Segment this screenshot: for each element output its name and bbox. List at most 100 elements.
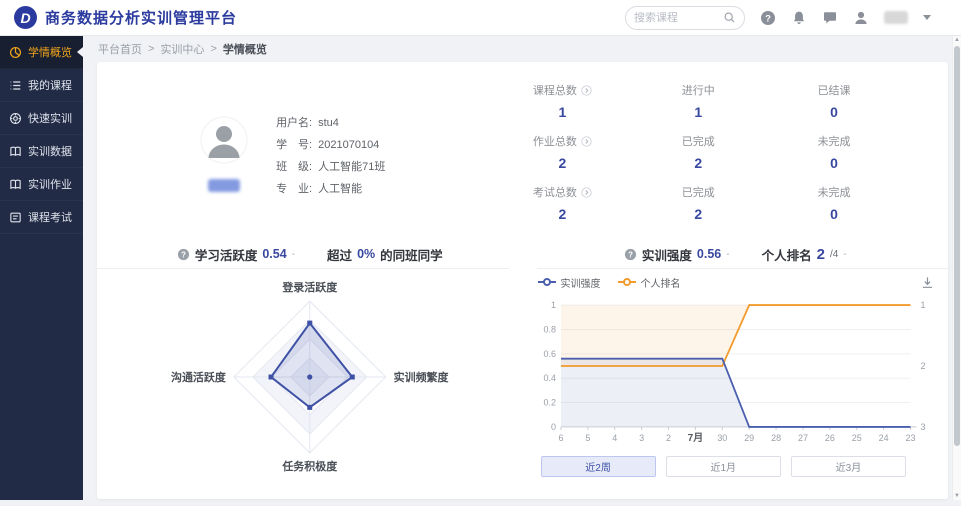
compare-value: 0% (357, 247, 375, 261)
range-buttons: 近2周 近1月 近3月 (541, 456, 907, 477)
stat-value: 0 (766, 155, 902, 171)
stat-homework-total: 作业总数 2 (494, 133, 630, 171)
vertical-scrollbar[interactable]: ▲ ▼ (952, 36, 961, 500)
class-value: 人工智能71班 (318, 161, 385, 173)
svg-text:28: 28 (771, 433, 781, 443)
stat-value: 0 (766, 104, 902, 120)
major-value: 人工智能 (318, 183, 362, 195)
svg-text:0: 0 (550, 422, 555, 432)
field-label: 学 号: (276, 139, 312, 151)
stat-label: 已完成 (682, 184, 715, 200)
sidebar-item-my-courses[interactable]: 我的课程 (0, 69, 83, 102)
range-button-2weeks[interactable]: 近2周 (541, 456, 656, 477)
student-profile: 用户名:stu4 学 号:2021070104 班 级:人工智能71班 专 业:… (97, 76, 488, 236)
stat-label: 作业总数 (533, 133, 577, 149)
username-redacted[interactable] (884, 11, 908, 24)
breadcrumb-training-center[interactable]: 实训中心 (160, 41, 204, 57)
field-label: 班 级: (276, 161, 312, 173)
intensity-panel: ? 实训强度 0.56 - 个人排名 2 /4 - (523, 240, 949, 506)
sidebar-item-course-exam[interactable]: 课程考试 (0, 201, 83, 234)
sidebar-item-label: 快速实训 (28, 110, 72, 126)
sidebar-item-training-data[interactable]: 实训数据 (0, 135, 83, 168)
svg-text:实训频繁度: 实训频繁度 (394, 370, 450, 384)
course-list-icon (9, 79, 22, 92)
main-area: 平台首页 > 实训中心 > 学情概览 用户名:stu4 学 号:20210701… (83, 36, 961, 500)
sidebar-item-label: 实训数据 (28, 143, 72, 159)
student-summary-section: 用户名:stu4 学 号:2021070104 班 级:人工智能71班 专 业:… (97, 76, 948, 236)
search-box[interactable] (625, 6, 745, 30)
stat-label: 进行中 (682, 82, 715, 98)
scroll-up-icon[interactable]: ▲ (953, 37, 961, 43)
svg-text:沟通活跃度: 沟通活跃度 (171, 370, 227, 384)
page-title: 商务数据分析实训管理平台 (45, 7, 237, 28)
svg-text:27: 27 (797, 433, 807, 443)
chevron-right-circle-icon[interactable] (581, 85, 592, 96)
legend-label: 实训强度 (561, 275, 601, 290)
svg-text:1: 1 (920, 300, 925, 310)
student-id-value: 2021070104 (318, 139, 379, 151)
stat-value: 1 (630, 104, 766, 120)
message-icon[interactable] (822, 10, 838, 26)
training-data-icon (9, 145, 22, 158)
help-icon[interactable]: ? (760, 10, 776, 26)
svg-text:?: ? (181, 250, 186, 259)
user-avatar-icon[interactable] (853, 10, 869, 26)
intensity-title: 实训强度 (642, 245, 692, 264)
stat-label: 未完成 (818, 133, 851, 149)
legend-item-rank[interactable]: 个人排名 (617, 275, 681, 290)
breadcrumb: 平台首页 > 实训中心 > 学情概览 (83, 36, 961, 62)
range-button-3months[interactable]: 近3月 (791, 456, 906, 477)
student-badge-redacted (208, 179, 240, 192)
search-input[interactable] (634, 12, 723, 24)
sidebar-item-overview[interactable]: 学情概览 (0, 36, 83, 69)
intensity-value: 0.56 (697, 247, 721, 261)
stat-value: 2 (494, 206, 630, 222)
header-actions: ? (625, 6, 947, 30)
help-icon[interactable]: ? (177, 248, 190, 261)
download-icon[interactable] (921, 276, 934, 289)
chevron-right-circle-icon[interactable] (581, 136, 592, 147)
svg-text:2: 2 (666, 433, 671, 443)
app-logo-icon[interactable]: D (14, 6, 37, 29)
chevron-down-icon[interactable] (923, 15, 931, 20)
breadcrumb-home[interactable]: 平台首页 (98, 41, 142, 57)
field-label: 用户名: (276, 117, 312, 129)
legend-item-intensity[interactable]: 实训强度 (537, 275, 601, 290)
stat-value: 2 (494, 155, 630, 171)
stats-grid: 课程总数 1 进行中 1 已结课 0 作业总数 2 (488, 76, 948, 236)
sidebar-item-quick-training[interactable]: 快速实训 (0, 102, 83, 135)
svg-text:2: 2 (920, 361, 925, 371)
avatar (200, 116, 248, 164)
rank-total: /4 (830, 249, 838, 260)
stat-value: 1 (494, 104, 630, 120)
stat-label: 已结课 (818, 82, 851, 98)
help-icon[interactable]: ? (624, 248, 637, 261)
breadcrumb-separator: > (148, 43, 154, 55)
svg-text:24: 24 (878, 433, 888, 443)
scrollbar-thumb[interactable] (954, 46, 960, 446)
compare-prefix: 超过 (327, 245, 352, 264)
stat-label: 已完成 (682, 133, 715, 149)
search-icon[interactable] (723, 11, 736, 24)
stat-value: 2 (630, 206, 766, 222)
chevron-right-circle-icon[interactable] (581, 187, 592, 198)
stat-exams-undone: 未完成 0 (766, 184, 902, 222)
stat-value: 0 (766, 206, 902, 222)
range-button-1month[interactable]: 近1月 (666, 456, 781, 477)
stat-courses-ongoing: 进行中 1 (630, 82, 766, 120)
bell-icon[interactable] (791, 10, 807, 26)
svg-text:1: 1 (550, 300, 555, 310)
stat-exams-done: 已完成 2 (630, 184, 766, 222)
svg-text:3: 3 (920, 422, 925, 432)
svg-text:0.8: 0.8 (543, 324, 555, 334)
breadcrumb-current: 学情概览 (223, 41, 267, 57)
field-label: 专 业: (276, 183, 312, 195)
stat-label: 课程总数 (533, 82, 577, 98)
app-header: D 商务数据分析实训管理平台 ? (0, 0, 961, 36)
scroll-down-icon[interactable]: ▼ (953, 493, 961, 499)
chart-legend: 实训强度 个人排名 (537, 269, 935, 295)
sidebar-item-training-homework[interactable]: 实训作业 (0, 168, 83, 201)
sidebar-item-label: 实训作业 (28, 176, 72, 192)
svg-text:0.6: 0.6 (543, 349, 555, 359)
